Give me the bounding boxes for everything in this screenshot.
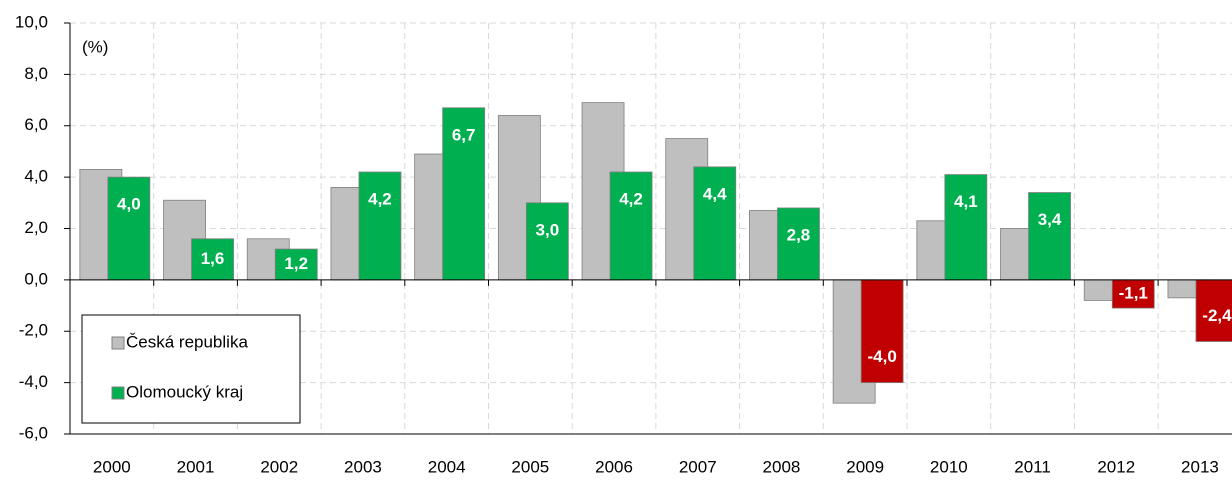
value-label: 6,7 bbox=[452, 125, 476, 144]
legend-swatch bbox=[111, 386, 125, 400]
x-tick-label: 2011 bbox=[1014, 457, 1051, 476]
value-label: 4,0 bbox=[117, 195, 141, 214]
x-tick-label: 2007 bbox=[679, 457, 717, 476]
y-tick-label: -6,0 bbox=[19, 423, 48, 442]
value-label: 3,4 bbox=[1038, 210, 1062, 229]
bar bbox=[609, 171, 653, 281]
value-label: -1,1 bbox=[1119, 283, 1148, 302]
x-tick-label: 2004 bbox=[428, 457, 466, 476]
y-tick-label: 2,0 bbox=[24, 218, 48, 237]
x-tick-label: 2005 bbox=[511, 457, 549, 476]
bar bbox=[107, 176, 151, 281]
y-tick-label: 4,0 bbox=[24, 167, 48, 186]
x-tick-label: 2006 bbox=[595, 457, 633, 476]
value-label: -4,0 bbox=[868, 347, 897, 366]
value-label: -2,4 bbox=[1202, 306, 1232, 325]
bar bbox=[358, 171, 402, 281]
y-tick-label: -4,0 bbox=[19, 372, 48, 391]
x-tick-label: 2001 bbox=[177, 457, 215, 476]
bar bbox=[693, 166, 737, 281]
y-tick-label: 8,0 bbox=[24, 64, 48, 83]
y-tick-label: 0,0 bbox=[24, 269, 48, 288]
x-tick-label: 2008 bbox=[763, 457, 801, 476]
value-label: 1,6 bbox=[201, 249, 225, 268]
bar bbox=[191, 238, 234, 281]
value-label: 2,8 bbox=[787, 225, 811, 244]
value-label: 4,1 bbox=[954, 192, 978, 211]
x-tick-label: 2012 bbox=[1097, 457, 1135, 476]
y-tick-label: 10,0 bbox=[15, 12, 48, 31]
y-tick-label: 6,0 bbox=[24, 115, 48, 134]
bar bbox=[1028, 192, 1071, 281]
bar bbox=[525, 202, 569, 281]
legend bbox=[81, 314, 301, 424]
x-tick-label: 2010 bbox=[930, 457, 968, 476]
y-axis-label: (%) bbox=[82, 37, 108, 56]
bar bbox=[274, 248, 318, 281]
x-tick-label: 2002 bbox=[260, 457, 298, 476]
legend-swatch bbox=[111, 336, 125, 350]
value-label: 4,2 bbox=[368, 189, 392, 208]
x-tick-label: 2000 bbox=[93, 457, 131, 476]
x-tick-label: 2003 bbox=[344, 457, 382, 476]
bar bbox=[1111, 279, 1155, 309]
legend-label: Česká republika bbox=[126, 332, 248, 351]
bar bbox=[944, 174, 988, 281]
value-label: 1,2 bbox=[284, 254, 308, 273]
bar bbox=[860, 279, 904, 384]
value-label: 3,0 bbox=[536, 220, 560, 239]
bar bbox=[1195, 279, 1232, 342]
x-tick-label: 2009 bbox=[846, 457, 884, 476]
value-label: 4,2 bbox=[619, 189, 643, 208]
bar bbox=[442, 107, 486, 281]
value-label: 4,4 bbox=[703, 184, 727, 203]
x-tick-label: 2013 bbox=[1181, 457, 1219, 476]
legend-label: Olomoucký kraj bbox=[126, 382, 243, 401]
y-tick-label: -2,0 bbox=[19, 321, 48, 340]
